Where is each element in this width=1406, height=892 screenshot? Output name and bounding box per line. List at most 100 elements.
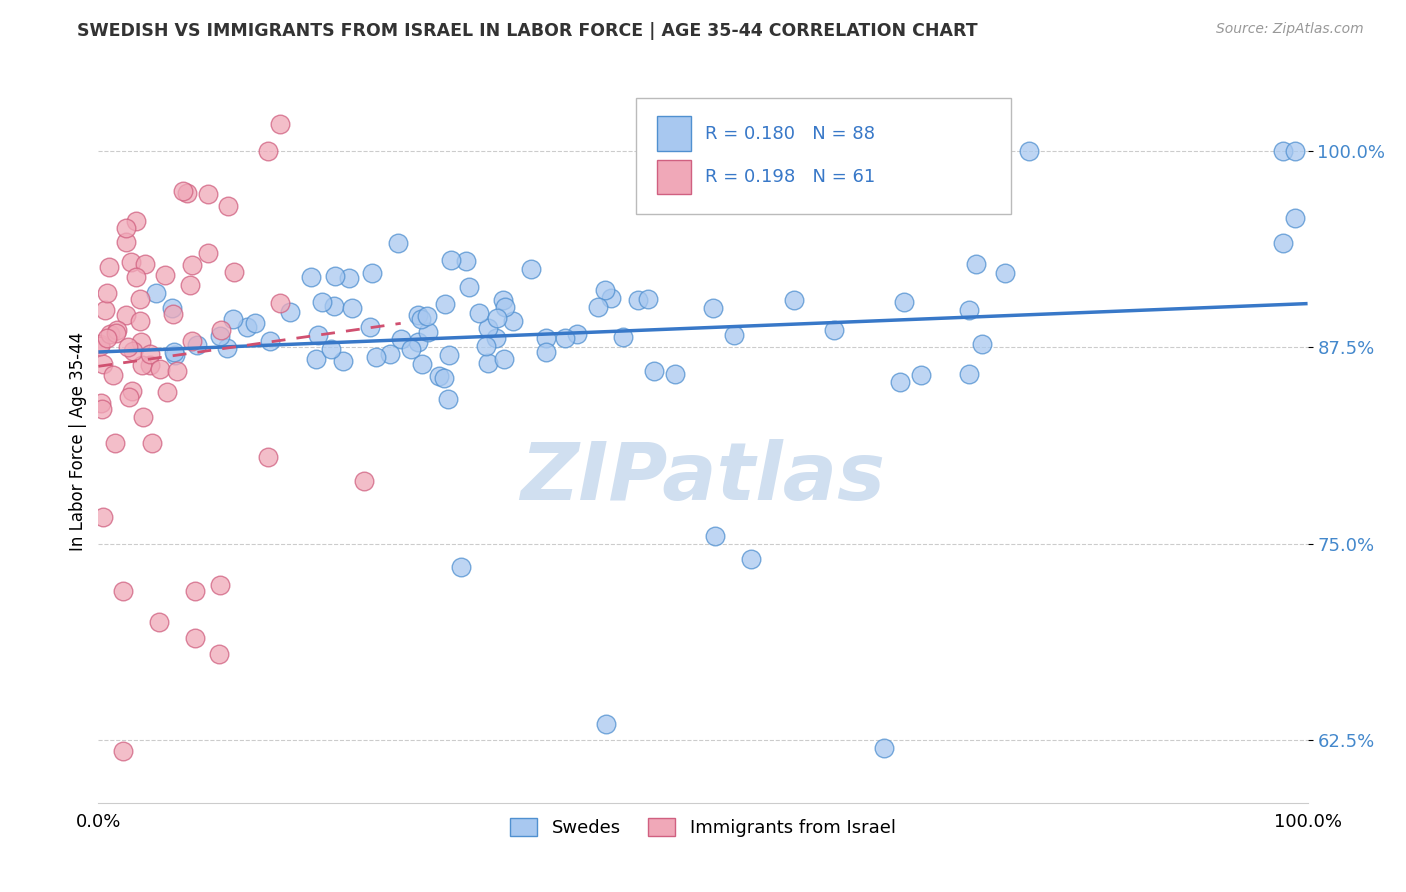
Point xyxy=(702,301,724,316)
Point xyxy=(433,371,456,385)
Point xyxy=(595,717,617,731)
Point xyxy=(1272,235,1295,250)
Point xyxy=(208,578,231,592)
Point xyxy=(111,583,134,598)
Point xyxy=(134,257,156,271)
Point xyxy=(89,337,111,351)
Point xyxy=(406,334,429,349)
Point xyxy=(269,296,291,310)
Point xyxy=(122,344,145,359)
Point xyxy=(305,352,328,367)
Point xyxy=(910,368,932,382)
Y-axis label: In Labor Force | Age 35-44: In Labor Force | Age 35-44 xyxy=(69,332,87,551)
Point xyxy=(186,338,208,352)
Point xyxy=(148,615,170,630)
FancyBboxPatch shape xyxy=(637,98,1011,214)
Point xyxy=(121,384,143,399)
Point xyxy=(117,340,139,354)
Point xyxy=(893,295,915,310)
Point xyxy=(125,270,148,285)
Point xyxy=(184,583,207,598)
Point xyxy=(236,319,259,334)
Legend: Swedes, Immigrants from Israel: Swedes, Immigrants from Israel xyxy=(503,811,903,845)
Point xyxy=(873,740,896,755)
Point xyxy=(184,631,207,645)
Point xyxy=(269,117,291,131)
Point xyxy=(129,335,152,350)
Text: Source: ZipAtlas.com: Source: ZipAtlas.com xyxy=(1216,22,1364,37)
Point xyxy=(475,339,498,353)
Point xyxy=(111,744,134,758)
Point xyxy=(458,279,481,293)
Point xyxy=(323,299,346,313)
Point xyxy=(148,362,170,376)
Point xyxy=(176,186,198,201)
Point xyxy=(115,308,138,322)
Point xyxy=(197,186,219,201)
Point xyxy=(1284,211,1306,225)
Point xyxy=(534,331,557,345)
Point xyxy=(222,311,245,326)
Point xyxy=(128,292,150,306)
Point xyxy=(565,326,588,341)
Point xyxy=(704,529,727,543)
Point xyxy=(494,300,516,314)
Point xyxy=(586,300,609,314)
Point xyxy=(1284,144,1306,158)
Point xyxy=(181,334,204,348)
Point xyxy=(401,342,423,356)
Point xyxy=(437,347,460,361)
Point xyxy=(492,293,515,307)
Point xyxy=(723,327,745,342)
Point xyxy=(534,345,557,359)
Point xyxy=(889,376,911,390)
Point xyxy=(783,293,806,307)
Point xyxy=(93,302,115,317)
Point xyxy=(477,356,499,370)
Point xyxy=(823,323,845,337)
Point xyxy=(970,336,993,351)
Text: R = 0.198   N = 61: R = 0.198 N = 61 xyxy=(706,168,876,186)
Point xyxy=(380,347,402,361)
Point xyxy=(208,647,231,661)
Point xyxy=(114,235,136,249)
Point xyxy=(98,326,121,341)
Point xyxy=(256,450,278,465)
Point xyxy=(278,304,301,318)
Point xyxy=(332,354,354,368)
Point xyxy=(637,292,659,306)
Point xyxy=(626,293,648,308)
Point xyxy=(141,436,163,450)
Point xyxy=(91,357,114,371)
Point xyxy=(131,358,153,372)
Point xyxy=(217,199,239,213)
Point xyxy=(96,331,118,345)
Point xyxy=(323,268,346,283)
Point xyxy=(101,368,124,383)
Point xyxy=(209,329,232,343)
Point xyxy=(359,320,381,334)
Point xyxy=(337,270,360,285)
Point xyxy=(105,326,128,341)
Point xyxy=(342,301,364,315)
Point xyxy=(416,309,439,323)
Point xyxy=(612,330,634,344)
Point xyxy=(89,339,111,353)
Point xyxy=(440,253,463,268)
Point xyxy=(502,314,524,328)
Point xyxy=(299,270,322,285)
Point xyxy=(454,253,477,268)
Point xyxy=(957,367,980,381)
Point xyxy=(165,348,187,362)
FancyBboxPatch shape xyxy=(657,160,690,194)
Point xyxy=(172,184,194,198)
Point xyxy=(162,307,184,321)
Point xyxy=(197,246,219,260)
Point xyxy=(132,410,155,425)
Point xyxy=(1272,144,1295,158)
Point xyxy=(427,368,450,383)
Point xyxy=(319,342,342,356)
Point xyxy=(409,311,432,326)
Point xyxy=(125,213,148,227)
Point xyxy=(181,258,204,272)
